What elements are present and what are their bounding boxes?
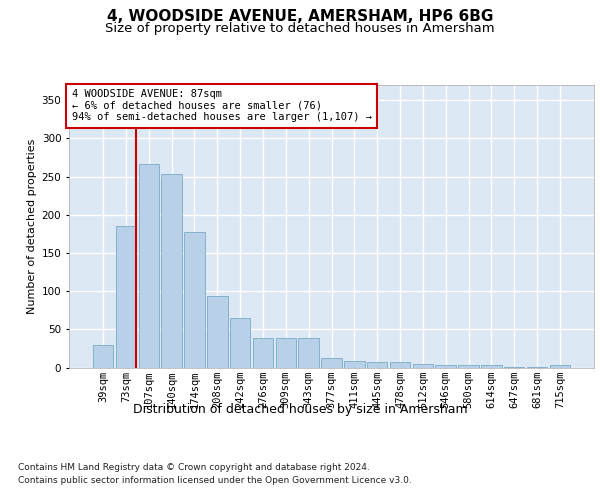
Text: Distribution of detached houses by size in Amersham: Distribution of detached houses by size …: [133, 402, 467, 415]
Bar: [413, 364, 433, 368]
Bar: [298, 338, 319, 368]
Bar: [321, 358, 342, 368]
Text: Size of property relative to detached houses in Amersham: Size of property relative to detached ho…: [105, 22, 495, 35]
Bar: [161, 174, 182, 368]
Bar: [275, 338, 296, 368]
Text: Contains public sector information licensed under the Open Government Licence v3: Contains public sector information licen…: [18, 476, 412, 485]
Bar: [184, 232, 205, 368]
Bar: [116, 226, 136, 368]
Bar: [504, 366, 524, 368]
Bar: [230, 318, 250, 368]
Y-axis label: Number of detached properties: Number of detached properties: [28, 138, 37, 314]
Bar: [253, 338, 273, 368]
Bar: [481, 365, 502, 368]
Bar: [93, 344, 113, 368]
Bar: [367, 362, 388, 368]
Bar: [207, 296, 227, 368]
Bar: [436, 365, 456, 368]
Bar: [344, 362, 365, 368]
Bar: [550, 365, 570, 368]
Bar: [390, 362, 410, 368]
Bar: [527, 366, 547, 368]
Text: 4 WOODSIDE AVENUE: 87sqm
← 6% of detached houses are smaller (76)
94% of semi-de: 4 WOODSIDE AVENUE: 87sqm ← 6% of detache…: [71, 89, 371, 122]
Bar: [458, 365, 479, 368]
Bar: [139, 164, 159, 368]
Text: Contains HM Land Registry data © Crown copyright and database right 2024.: Contains HM Land Registry data © Crown c…: [18, 462, 370, 471]
Text: 4, WOODSIDE AVENUE, AMERSHAM, HP6 6BG: 4, WOODSIDE AVENUE, AMERSHAM, HP6 6BG: [107, 9, 493, 24]
